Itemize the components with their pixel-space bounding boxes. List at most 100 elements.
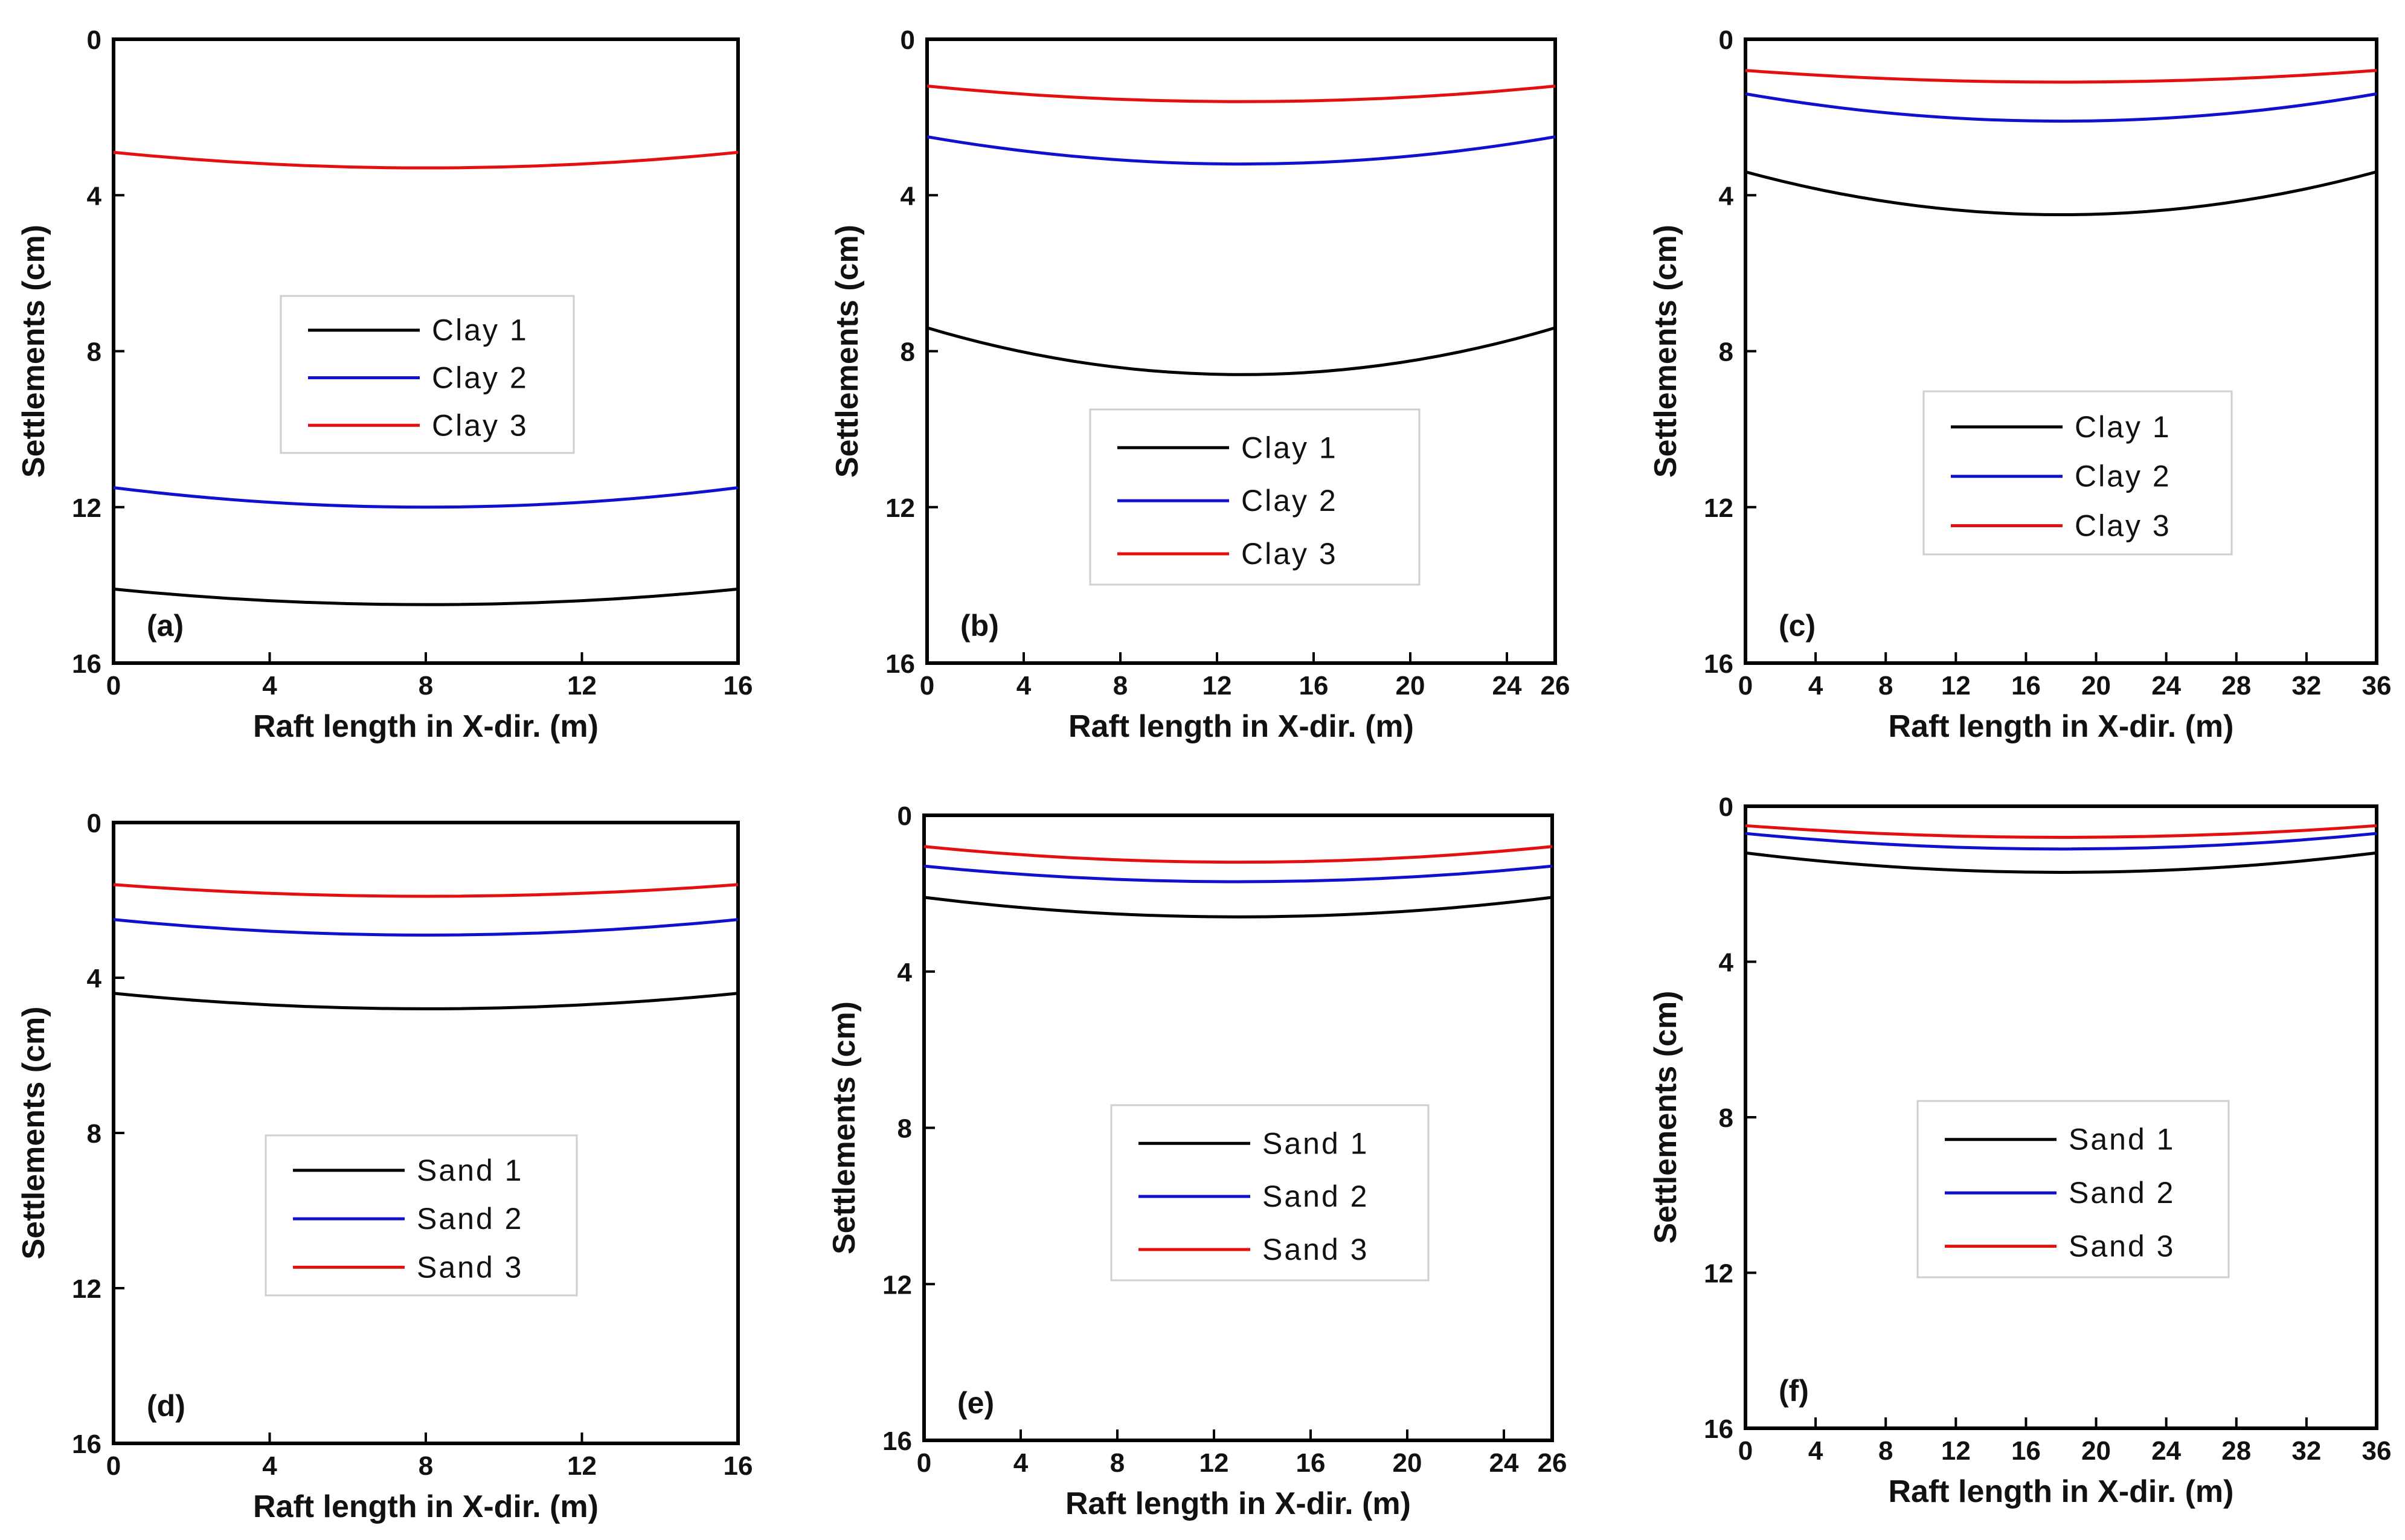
x-tick-label: 16: [724, 671, 753, 701]
panel-label: (b): [960, 609, 999, 643]
y-tick-label: 12: [1704, 1259, 1733, 1289]
legend: Clay 1 Clay 2 Clay 3: [280, 295, 575, 454]
y-axis-title: Settlements (cm): [827, 1001, 862, 1254]
y-axis-title: Settlements (cm): [1648, 225, 1683, 478]
x-tick-label: 4: [1808, 671, 1823, 701]
legend: Clay 1 Clay 2 Clay 3: [1089, 408, 1421, 586]
y-tick-label: 0: [87, 809, 101, 838]
x-tick-label: 36: [2362, 671, 2392, 701]
y-axis-title: Settlements (cm): [1648, 991, 1683, 1244]
y-tick-label: 16: [1704, 649, 1733, 679]
x-tick-label: 0: [917, 1448, 931, 1478]
legend-label: Clay 2: [432, 361, 528, 395]
y-tick-label: 8: [901, 338, 915, 367]
series-line-clay-1: [926, 326, 1556, 376]
panel-label: (a): [147, 609, 184, 643]
x-tick-label: 26: [1541, 671, 1570, 701]
series-line-sand-3: [113, 883, 739, 898]
x-tick-label: 36: [2362, 1436, 2392, 1466]
series-line-clay-2: [926, 135, 1556, 166]
x-tick-label: 8: [419, 1451, 433, 1481]
legend-label: Clay 3: [432, 408, 528, 442]
x-axis-title: Raft length in X-dir. (m): [1068, 709, 1414, 744]
legend-label: Sand 3: [1262, 1233, 1369, 1266]
chart-panel-b: 0 4 8 12 16 20 24 26 0 4 8 12 16 Raft length in X-dir…: [830, 25, 1570, 744]
series-line-sand-2: [113, 918, 739, 937]
x-tick-label: 4: [262, 1451, 277, 1481]
panel-label: (d): [147, 1389, 185, 1423]
y-tick-label: 16: [72, 1429, 101, 1459]
x-tick-label: 16: [1296, 1448, 1326, 1478]
legend: Sand 1 Sand 2 Sand 3: [1916, 1100, 2230, 1279]
plot-frame: [1744, 37, 2378, 665]
series-line-clay-3: [1745, 69, 2377, 84]
y-tick-label: 12: [885, 493, 915, 523]
x-tick-label: 24: [1489, 1448, 1519, 1478]
y-tick-label: 4: [1719, 181, 1734, 211]
x-tick-label: 8: [1878, 1436, 1893, 1466]
series-line-sand-1: [113, 992, 739, 1010]
y-tick-label: 4: [901, 181, 916, 211]
y-tick-label: 4: [897, 958, 913, 987]
x-tick-label: 0: [1738, 1436, 1753, 1466]
legend-label: Sand 3: [2069, 1230, 2175, 1263]
legend-label: Clay 2: [2075, 460, 2171, 493]
x-tick-label: 8: [1878, 671, 1893, 701]
legend-label: Clay 3: [2075, 509, 2171, 543]
legend-label: Sand 1: [2069, 1123, 2175, 1157]
legend-label: Clay 3: [1241, 537, 1338, 571]
series-line-sand-1: [923, 896, 1553, 919]
x-tick-label: 0: [106, 1451, 121, 1481]
x-tick-label: 26: [1538, 1448, 1567, 1478]
y-tick-label: 16: [885, 649, 915, 679]
series-line-clay-1: [113, 587, 739, 606]
y-axis-title: Settlements (cm): [16, 1007, 51, 1260]
y-axis-title: Settlements (cm): [16, 225, 51, 478]
x-tick-label: 8: [1110, 1448, 1125, 1478]
x-tick-label: 28: [2221, 671, 2251, 701]
series-line-sand-3: [923, 845, 1553, 864]
x-tick-label: 20: [1393, 1448, 1422, 1478]
legend-label: Clay 1: [2075, 410, 2171, 444]
x-tick-label: 4: [1808, 1436, 1823, 1466]
x-tick-label: 12: [567, 671, 597, 701]
legend-label: Sand 2: [1262, 1179, 1369, 1213]
x-axis-title: Raft length in X-dir. (m): [1889, 709, 2234, 744]
y-tick-label: 4: [87, 964, 102, 993]
panel-label: (f): [1779, 1374, 1809, 1408]
y-tick-label: 8: [1719, 338, 1733, 367]
x-tick-label: 12: [567, 1451, 597, 1481]
x-tick-label: 0: [1738, 671, 1753, 701]
y-tick-label: 8: [87, 338, 101, 367]
legend-box: [1110, 1104, 1430, 1282]
x-axis-title: Raft length in X-dir. (m): [253, 709, 599, 744]
y-tick-label: 0: [87, 25, 101, 55]
legend: Sand 1 Sand 2 Sand 3: [1110, 1104, 1430, 1282]
x-tick-label: 4: [1016, 671, 1032, 701]
x-tick-label: 20: [2081, 671, 2111, 701]
legend-box: [280, 295, 575, 454]
chart-panel-e: 0 4 8 12 16 20 24 26 0 4 8 12 16 Raft length in X-dir…: [827, 801, 1567, 1521]
series-line-clay-3: [926, 84, 1556, 103]
x-tick-label: 4: [1013, 1448, 1029, 1478]
x-tick-label: 24: [2151, 1436, 2181, 1466]
x-tick-label: 0: [106, 671, 121, 701]
x-tick-label: 12: [1199, 1448, 1229, 1478]
x-tick-label: 20: [1396, 671, 1425, 701]
series-line-clay-2: [1745, 92, 2377, 123]
x-tick-label: 12: [1202, 671, 1232, 701]
x-tick-label: 0: [920, 671, 934, 701]
legend-label: Sand 2: [2069, 1176, 2175, 1210]
series-line-sand-2: [923, 864, 1553, 884]
x-tick-label: 8: [1113, 671, 1128, 701]
x-tick-label: 8: [419, 671, 433, 701]
y-tick-label: 8: [1719, 1103, 1733, 1133]
x-tick-label: 16: [724, 1451, 753, 1481]
series-line-sand-2: [1745, 832, 2377, 851]
y-tick-label: 8: [897, 1114, 912, 1144]
y-tick-label: 4: [87, 181, 102, 211]
y-tick-label: 16: [72, 649, 101, 679]
legend-label: Clay 1: [432, 313, 528, 347]
